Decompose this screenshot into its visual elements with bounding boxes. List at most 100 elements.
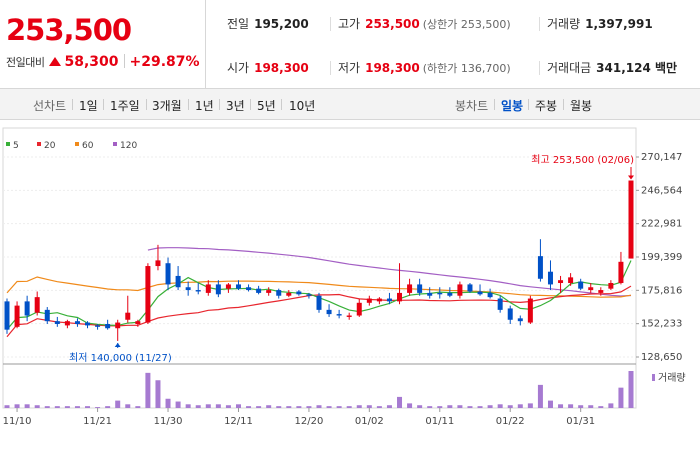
line-chart-label: 선차트 (33, 99, 67, 113)
y-tick-label: 270,147 (641, 152, 682, 163)
annotations: 최고 253,500 (02/06) 최저 140,000 (11/27) (69, 154, 634, 364)
period-1y[interactable]: 1년 (195, 99, 214, 113)
volume-bar (366, 405, 372, 408)
candle-body (44, 309, 50, 322)
volume-bar (266, 405, 272, 408)
candle-body (366, 298, 372, 303)
candle-body (346, 315, 352, 317)
period-monthly[interactable]: 월봉 (570, 99, 593, 113)
volume-bar (95, 407, 101, 408)
volume-bar (4, 405, 10, 408)
candle-body (145, 266, 151, 323)
legend-swatch (6, 142, 10, 146)
divider (494, 99, 495, 110)
volume-bar (296, 406, 302, 408)
period-1w[interactable]: 1주일 (110, 99, 140, 113)
candle-body (155, 260, 161, 267)
candle-body (507, 308, 513, 320)
candle-body (407, 284, 413, 293)
volume-bar (507, 405, 513, 408)
divider (539, 61, 540, 75)
volume-stat: 거래량 1,397,991 (547, 15, 653, 32)
period-daily[interactable]: 일봉 (501, 99, 524, 113)
x-tick-label: 12/20 (295, 416, 324, 427)
candle-body (235, 284, 241, 289)
candle-body (14, 305, 20, 327)
volume-bar (135, 406, 141, 408)
candle-body (276, 290, 282, 296)
candle-chart-label: 봉차트 (455, 99, 489, 113)
candle-body (95, 325, 101, 327)
candle-body (447, 292, 453, 296)
candle-body (175, 275, 181, 288)
volume-bar (477, 406, 483, 408)
volume-bar (547, 400, 553, 408)
x-tick-label: 11/30 (154, 416, 183, 427)
candlesticks (4, 180, 634, 341)
max-price-annotation: 최고 253,500 (02/06) (531, 154, 634, 166)
volume-bar (235, 404, 241, 408)
up-arrow-icon (49, 57, 62, 66)
candle-body (24, 301, 30, 316)
candle-body (326, 309, 332, 315)
candle-body (256, 288, 262, 293)
change-rate: +29.87% (129, 54, 200, 70)
x-tick-label: 12/11 (224, 416, 253, 427)
volume-bar (457, 405, 463, 408)
open-value: 198,300 (254, 61, 309, 75)
period-weekly[interactable]: 주봉 (535, 99, 558, 113)
candle-body (105, 323, 111, 329)
open-stat: 시가 198,300 (227, 59, 309, 76)
volume-bar (537, 384, 543, 408)
volume-bar (256, 406, 262, 408)
candle-body (578, 281, 584, 289)
min-arrow-icon (114, 342, 121, 347)
candle-body (205, 284, 211, 293)
candle-body (497, 298, 503, 310)
period-1d[interactable]: 1일 (79, 99, 98, 113)
candle-body (427, 292, 433, 296)
candle-body (517, 318, 523, 322)
volume-bar (376, 406, 382, 408)
upper-limit: (상한가 253,500) (422, 18, 511, 31)
max-arrow-icon (628, 175, 634, 180)
volume-bar (618, 387, 624, 408)
volume-bar (417, 405, 423, 408)
x-tick-label: 01/31 (566, 416, 595, 427)
volume-bar (64, 406, 70, 408)
stats-panel: 전일 195,200 고가 253,500 (상한가 253,500) 거래량 1,39… (206, 0, 700, 88)
legend-label: 20 (44, 141, 56, 151)
candle-body (286, 292, 292, 296)
period-3y[interactable]: 3년 (226, 99, 245, 113)
candle-body (4, 301, 10, 330)
period-10y[interactable]: 10년 (289, 99, 316, 113)
divider (103, 99, 104, 110)
volume-bar (286, 406, 292, 408)
candle-body (296, 291, 302, 295)
x-tick-label: 11/10 (3, 416, 32, 427)
volume-label: 거래량 (658, 372, 686, 384)
prev-close-stat: 전일 195,200 (227, 15, 309, 32)
volume-bar (105, 406, 111, 408)
candle-body (306, 294, 312, 296)
period-3m[interactable]: 3개월 (152, 99, 182, 113)
quote-header: 253,500 전일대비 58,300 +29.87% 전일 195,200 고가 25… (0, 0, 700, 89)
divider (72, 99, 73, 110)
stock-chart: 5 20 60 120 270,147 246,564 222,981 199,399 175… (2, 127, 686, 427)
volume-bar (316, 405, 322, 408)
divider (250, 99, 251, 110)
candle-body (356, 302, 362, 316)
volume-label: 거래량 (547, 17, 581, 31)
volume-bar (588, 405, 594, 408)
volume-bar (24, 404, 30, 408)
candle-body (527, 298, 533, 323)
high-value: 253,500 (365, 17, 420, 31)
volume-bar (346, 406, 352, 408)
candle-body (34, 297, 40, 313)
divider (281, 99, 282, 110)
candle-body (336, 314, 342, 316)
candle-body (316, 295, 322, 310)
candle-body (547, 271, 553, 285)
candle-body (618, 261, 624, 284)
period-5y[interactable]: 5년 (257, 99, 276, 113)
